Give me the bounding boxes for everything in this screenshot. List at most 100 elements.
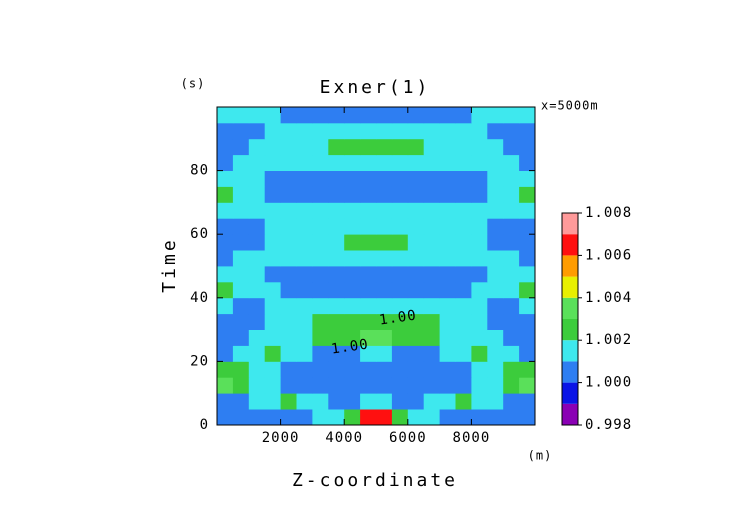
- contour-cell: [217, 361, 234, 378]
- contour-cell: [487, 122, 504, 140]
- contour-cell: [264, 154, 281, 171]
- contour-cell: [264, 266, 281, 283]
- contour-cell: [217, 329, 234, 346]
- contour-cell: [391, 393, 409, 410]
- contour-cell: [487, 138, 504, 156]
- contour-cell: [455, 170, 472, 187]
- contour-cell: [407, 122, 425, 140]
- contour-cell: [264, 313, 281, 330]
- contour-cell: [360, 154, 377, 171]
- contour-cell: [217, 202, 234, 219]
- contour-cell: [407, 250, 425, 267]
- contour-cell: [376, 170, 393, 187]
- contour-cell: [407, 234, 425, 251]
- contour-cell: [439, 218, 456, 235]
- contour-cell: [487, 345, 504, 362]
- contour-cell: [487, 154, 504, 171]
- contour-cell: [487, 297, 504, 315]
- contour-cell: [423, 107, 440, 124]
- contour-cell: [391, 202, 409, 219]
- contour-cell: [391, 122, 409, 140]
- contour-cell: [248, 122, 266, 140]
- contour-cell: [217, 377, 234, 394]
- contour-cell: [407, 313, 425, 330]
- contour-cell: [471, 234, 488, 251]
- contour-cell: [391, 154, 409, 171]
- contour-cell: [439, 377, 456, 394]
- contour-cell: [217, 345, 234, 362]
- contour-cell: [328, 409, 345, 426]
- contour-cell: [391, 218, 409, 235]
- contour-cell: [248, 218, 266, 235]
- contour-cell: [376, 393, 393, 410]
- contour-cell: [280, 186, 297, 203]
- contour-cell: [407, 107, 425, 124]
- contour-cell: [519, 297, 536, 315]
- colorbar-box: [562, 276, 578, 298]
- x-tick-label: 6000: [389, 430, 427, 446]
- contour-cell: [471, 409, 488, 426]
- contour-cell: [296, 154, 313, 171]
- contour-cell: [280, 234, 297, 251]
- contour-cell: [217, 138, 234, 156]
- contour-cell: [487, 107, 504, 124]
- x-tick-label: 4000: [325, 430, 363, 446]
- contour-cell: [232, 234, 250, 251]
- contour-cell: [407, 329, 425, 346]
- contour-cell: [248, 202, 266, 219]
- contour-cell: [344, 281, 361, 299]
- contour-cell: [360, 218, 377, 235]
- contour-cell: [264, 122, 281, 140]
- contour-cell: [391, 138, 409, 156]
- contour-cell: [344, 218, 361, 235]
- contour-cell: [312, 361, 329, 378]
- contour-cell: [455, 234, 472, 251]
- colorbar-box: [562, 361, 578, 383]
- contour-cell: [471, 393, 488, 410]
- contour-cell: [423, 409, 440, 426]
- colorbar-frame: [561, 212, 579, 426]
- contour-cell: [471, 170, 488, 187]
- colorbar-box: [562, 234, 578, 256]
- contour-cell: [280, 107, 297, 124]
- contour-cell: [344, 266, 361, 283]
- contour-cell: [503, 107, 520, 124]
- contour-cell: [439, 250, 456, 267]
- contour-cell: [407, 345, 425, 362]
- contour-cell: [264, 409, 281, 426]
- contour-cell: [471, 122, 488, 140]
- contour-cell: [487, 409, 504, 426]
- contour-cell: [471, 313, 488, 330]
- contour-cell: [519, 122, 536, 140]
- contour-cell: [328, 281, 345, 299]
- contour-cell: [391, 250, 409, 267]
- contour-cell: [455, 250, 472, 267]
- contour-cell: [376, 361, 393, 378]
- colorbar-label: 1.004: [585, 290, 632, 306]
- contour-cell: [439, 202, 456, 219]
- contour-cell: [280, 122, 297, 140]
- contour-cell: [407, 393, 425, 410]
- contour-cell: [423, 361, 440, 378]
- contour-cell: [503, 138, 520, 156]
- contour-cell: [296, 329, 313, 346]
- contour-cell: [376, 297, 393, 315]
- contour-cell: [423, 329, 440, 346]
- chart-title: Exner(1): [320, 77, 431, 98]
- contour-cell: [423, 170, 440, 187]
- contour-cell: [503, 266, 520, 283]
- contour-cell: [471, 377, 488, 394]
- contour-cell: [439, 409, 456, 426]
- contour-cell: [232, 361, 250, 378]
- contour-cell: [280, 250, 297, 267]
- contour-cell: [248, 361, 266, 378]
- contour-cell: [328, 107, 345, 124]
- contour-cell: [487, 393, 504, 410]
- contour-cell: [296, 313, 313, 330]
- contour-label: 1.00: [378, 307, 418, 328]
- contour-cell: [328, 329, 345, 346]
- y-tick-label: 40: [190, 290, 209, 306]
- colorbar-box: [562, 297, 578, 319]
- contour-cell: [328, 361, 345, 378]
